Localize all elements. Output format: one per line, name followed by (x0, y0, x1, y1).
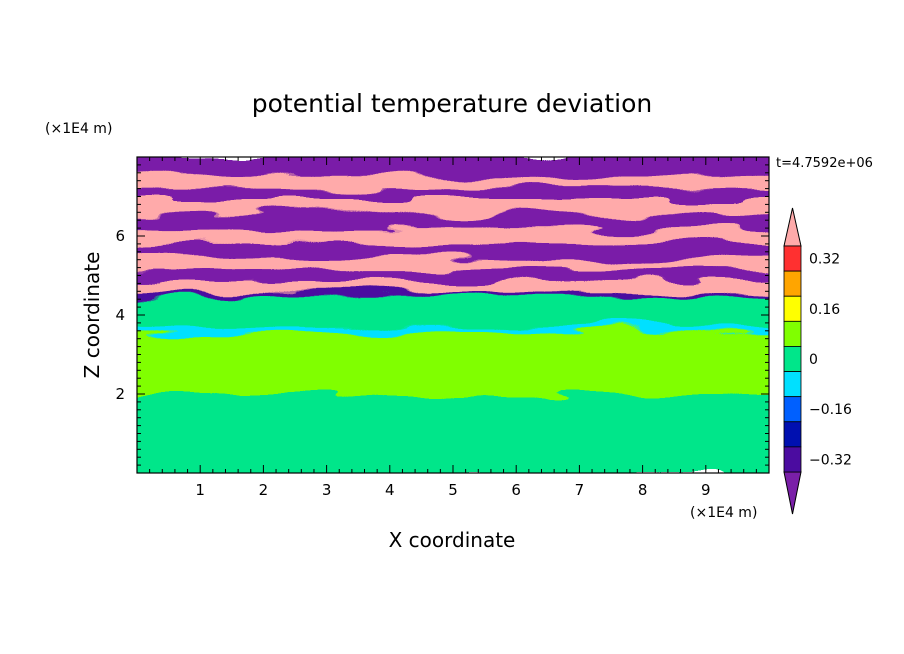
chart-title: potential temperature deviation (252, 89, 652, 118)
x-tick-label: 1 (195, 481, 205, 499)
x-axis-label: X coordinate (389, 528, 516, 552)
contour-band (137, 239, 769, 258)
x-tick-label: 5 (448, 481, 458, 499)
colorbar-box (783, 371, 802, 398)
contour-band (137, 226, 769, 244)
plot-frame (136, 156, 770, 474)
y-tick-label: 4 (115, 306, 125, 324)
x-tick-label: 9 (701, 481, 711, 499)
colorbar-box (783, 270, 802, 297)
contour-band (137, 322, 769, 333)
x-tick-label: 7 (575, 481, 585, 499)
time-label: t=4.7592e+06 (776, 156, 873, 171)
contour-band (137, 210, 769, 231)
x-axis: 1 2 3 4 5 6 7 8 9 (195, 481, 710, 499)
contour-band (137, 392, 769, 473)
colorbar-box (783, 446, 802, 473)
colorbar: 0.32 0.16 0 −0.16 −0.32 (783, 207, 852, 515)
y-axis: 2 4 6 (115, 227, 125, 403)
colorbar-tick-label: −0.16 (809, 402, 852, 418)
colorbar-box (783, 245, 802, 272)
colorbar-box (783, 421, 802, 448)
contour-band (137, 328, 769, 396)
contour-band (137, 157, 769, 177)
y-tick-label: 2 (115, 385, 125, 403)
colorbar-tick-label: −0.32 (809, 452, 852, 468)
colorbar-box (783, 295, 802, 322)
y-unit-label: (×1E4 m) (45, 121, 112, 137)
x-tick-label: 3 (322, 481, 332, 499)
colorbar-tick-label: 0.32 (809, 252, 840, 268)
colorbar-tick-label: 0.16 (809, 302, 840, 318)
colorbar-tick-label: 0 (809, 352, 818, 368)
x-tick-label: 4 (385, 481, 395, 499)
y-tick-label: 6 (115, 227, 125, 245)
y-axis-label: Z coordinate (80, 252, 104, 379)
contour-band (137, 293, 769, 327)
colorbar-box (783, 396, 802, 423)
contour-field (137, 157, 769, 473)
colorbar-extend-low (783, 471, 802, 515)
x-unit-label: (×1E4 m) (690, 505, 757, 521)
colorbar-box (783, 346, 802, 372)
x-tick-label: 2 (259, 481, 269, 499)
x-tick-label: 6 (511, 481, 521, 499)
x-tick-label: 8 (638, 481, 648, 499)
colorbar-extend-high (783, 207, 802, 247)
colorbar-box (783, 320, 802, 347)
contour-band (137, 194, 769, 215)
